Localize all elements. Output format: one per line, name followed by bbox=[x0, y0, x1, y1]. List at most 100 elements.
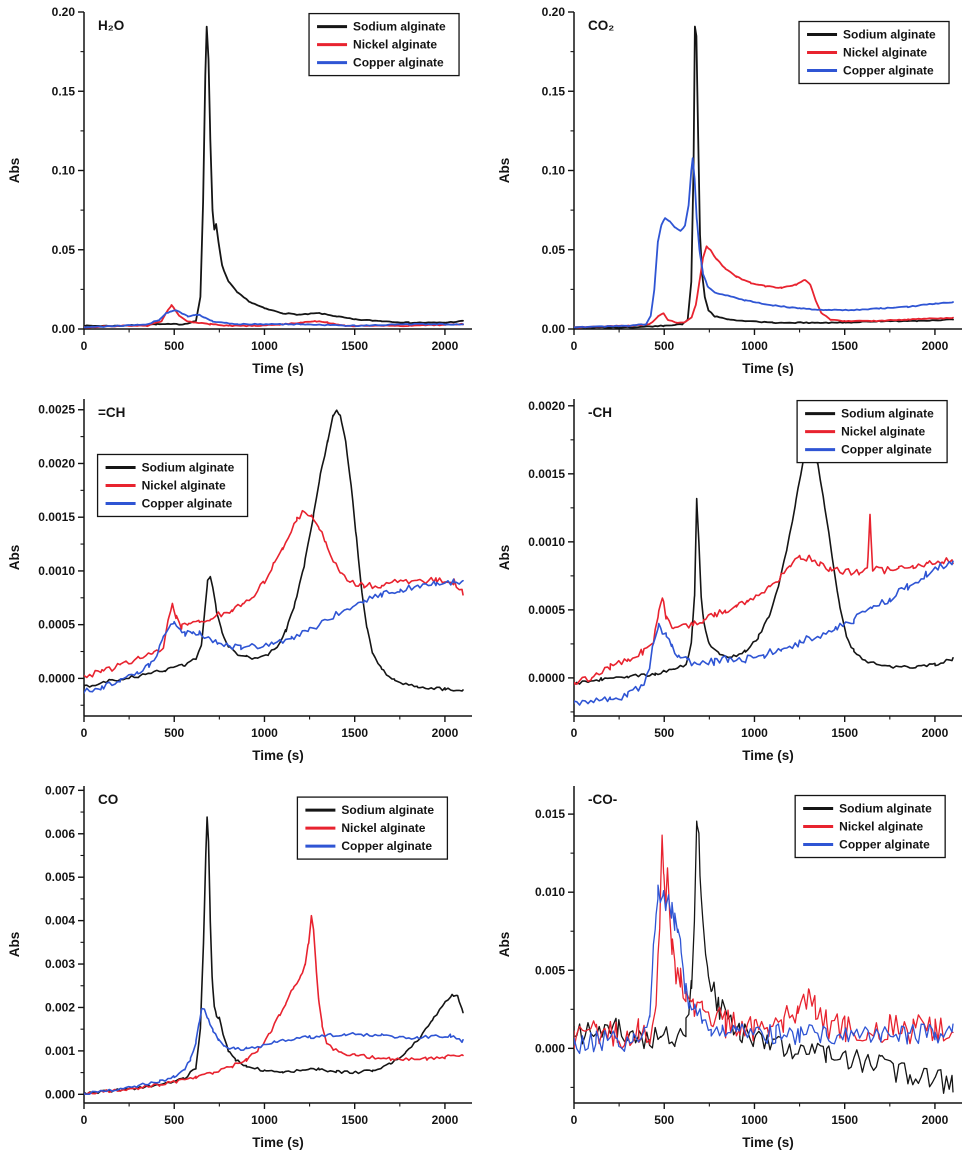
x-tick-label: 500 bbox=[164, 726, 184, 740]
x-tick-label: 2000 bbox=[922, 726, 949, 740]
y-tick-label: 0.10 bbox=[542, 164, 566, 178]
x-tick-label: 1000 bbox=[251, 1113, 278, 1127]
axes bbox=[83, 399, 472, 717]
y-tick-label: 0.000 bbox=[45, 1087, 75, 1101]
y-tick-label: 0.05 bbox=[542, 243, 566, 257]
legend-label: Sodium alginate bbox=[341, 803, 434, 817]
legend-label: Sodium alginate bbox=[142, 460, 235, 474]
y-tick-label: 0.0020 bbox=[528, 399, 565, 413]
chart-panel-2: 0 500 1000 1500 2000 0.0000 0.0005 0.0010 0.0015… bbox=[0, 387, 490, 774]
chart-canvas: 0 500 1000 1500 2000 0.000 0.005 0.010 0.015 Time… bbox=[497, 786, 962, 1150]
y-tick-label: 0.002 bbox=[45, 1000, 75, 1014]
series-line-copper-alginate bbox=[574, 884, 954, 1055]
chart-title: H₂O bbox=[98, 18, 124, 33]
y-tick-label: 0.000 bbox=[535, 1041, 565, 1055]
y-tick-label: 0.010 bbox=[535, 885, 565, 899]
x-tick-label: 1500 bbox=[831, 1113, 858, 1127]
legend-label: Copper alginate bbox=[843, 64, 934, 78]
y-tick-label: 0.007 bbox=[45, 783, 75, 797]
y-tick-label: 0.0005 bbox=[38, 618, 75, 632]
series-line-nickel-alginate bbox=[84, 509, 464, 679]
series-line-nickel-alginate bbox=[574, 245, 954, 329]
y-axis-label: Abs bbox=[7, 158, 22, 184]
series-line-copper-alginate bbox=[574, 560, 954, 706]
x-tick-label: 1500 bbox=[341, 726, 368, 740]
y-tick-label: 0.00 bbox=[542, 322, 566, 336]
x-axis-label: Time (s) bbox=[252, 1135, 304, 1150]
legend-box bbox=[798, 20, 950, 85]
chart-title: -CH bbox=[588, 405, 612, 420]
legend: Sodium alginate Nickel alginate Copper alg… bbox=[798, 20, 950, 85]
y-tick-label: 0.006 bbox=[45, 827, 75, 841]
x-tick-label: 2000 bbox=[922, 339, 949, 353]
x-tick-label: 1000 bbox=[741, 339, 768, 353]
x-tick-label: 500 bbox=[654, 339, 674, 353]
x-tick-label: 0 bbox=[81, 339, 88, 353]
x-tick-label: 0 bbox=[81, 726, 88, 740]
axes bbox=[83, 786, 472, 1104]
series-line-sodium-alginate bbox=[84, 25, 464, 328]
ticks: 0 500 1000 1500 2000 0.000 0.005 0.010 0.015 bbox=[535, 807, 949, 1127]
legend-label: Sodium alginate bbox=[839, 802, 932, 816]
y-tick-label: 0.0010 bbox=[38, 564, 75, 578]
legend-label: Sodium alginate bbox=[353, 20, 446, 34]
x-axis-label: Time (s) bbox=[742, 748, 794, 763]
legend-label: Copper alginate bbox=[839, 838, 930, 852]
x-axis-label: Time (s) bbox=[252, 361, 304, 376]
x-tick-label: 1500 bbox=[341, 1113, 368, 1127]
legend: Sodium alginate Nickel alginate Copper alg… bbox=[794, 794, 946, 859]
y-axis-label: Abs bbox=[497, 545, 512, 571]
chart-panel-0: 0 500 1000 1500 2000 0.00 0.05 0.10 0.15 0.20 Time… bbox=[0, 0, 490, 387]
x-tick-label: 1000 bbox=[741, 726, 768, 740]
x-tick-label: 1500 bbox=[831, 339, 858, 353]
series-line-sodium-alginate bbox=[574, 429, 954, 686]
chart-canvas: 0 500 1000 1500 2000 0.0000 0.0005 0.0010 0.0015… bbox=[7, 399, 472, 763]
y-tick-label: 0.00 bbox=[52, 322, 76, 336]
legend-label: Copper alginate bbox=[353, 56, 444, 70]
legend-label: Sodium alginate bbox=[843, 28, 936, 42]
x-tick-label: 500 bbox=[654, 726, 674, 740]
y-tick-label: 0.0000 bbox=[38, 671, 75, 685]
y-axis-label: Abs bbox=[497, 932, 512, 958]
y-axis-label: Abs bbox=[7, 545, 22, 571]
x-axis-label: Time (s) bbox=[252, 748, 304, 763]
ticks: 0 500 1000 1500 2000 0.00 0.05 0.10 0.15 0.20 bbox=[542, 5, 949, 353]
y-tick-label: 0.20 bbox=[542, 5, 566, 19]
x-tick-label: 0 bbox=[571, 726, 578, 740]
y-tick-label: 0.001 bbox=[45, 1044, 75, 1058]
legend: Sodium alginate Nickel alginate Copper alg… bbox=[96, 453, 249, 518]
legend-label: Copper alginate bbox=[841, 443, 932, 457]
y-tick-label: 0.15 bbox=[52, 84, 76, 98]
x-tick-label: 0 bbox=[571, 339, 578, 353]
axes bbox=[573, 399, 962, 717]
series-line-nickel-alginate bbox=[574, 834, 954, 1050]
y-axis-label: Abs bbox=[7, 932, 22, 958]
y-tick-label: 0.0015 bbox=[38, 510, 75, 524]
x-tick-label: 2000 bbox=[922, 1113, 949, 1127]
y-tick-label: 0.004 bbox=[45, 914, 75, 928]
x-tick-label: 500 bbox=[654, 1113, 674, 1127]
y-tick-label: 0.005 bbox=[45, 870, 75, 884]
legend: Sodium alginate Nickel alginate Copper alg… bbox=[308, 12, 460, 77]
series-line-nickel-alginate bbox=[84, 914, 464, 1095]
legend-label: Nickel alginate bbox=[841, 425, 925, 439]
series-line-copper-alginate bbox=[84, 1007, 464, 1095]
series-line-copper-alginate bbox=[84, 578, 464, 694]
x-tick-label: 1000 bbox=[741, 1113, 768, 1127]
x-tick-label: 500 bbox=[164, 1113, 184, 1127]
chart-title: -CO- bbox=[588, 792, 617, 807]
y-tick-label: 0.05 bbox=[52, 243, 76, 257]
series-line-sodium-alginate bbox=[84, 816, 464, 1095]
x-axis-label: Time (s) bbox=[742, 1135, 794, 1150]
legend-label: Nickel alginate bbox=[341, 821, 425, 835]
y-tick-label: 0.0015 bbox=[528, 467, 565, 481]
ticks: 0 500 1000 1500 2000 0.000 0.001 0.002 0.003 0.00… bbox=[45, 783, 459, 1127]
y-tick-label: 0.0020 bbox=[38, 456, 75, 470]
y-tick-label: 0.0010 bbox=[528, 535, 565, 549]
legend: Sodium alginate Nickel alginate Copper alg… bbox=[296, 796, 449, 860]
x-tick-label: 2000 bbox=[432, 1113, 459, 1127]
x-tick-label: 1500 bbox=[831, 726, 858, 740]
ticks: 0 500 1000 1500 2000 0.0000 0.0005 0.0010 0.0015… bbox=[38, 403, 458, 740]
